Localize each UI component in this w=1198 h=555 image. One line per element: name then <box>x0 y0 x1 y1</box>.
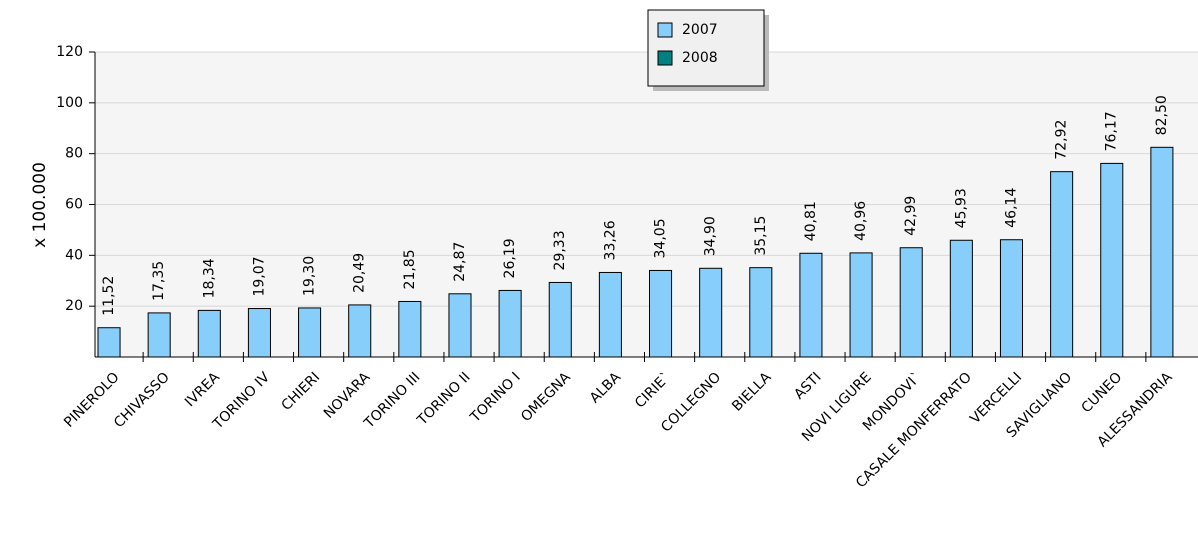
bar <box>649 269 673 358</box>
bar <box>97 327 121 358</box>
x-tick-label: NOVARA <box>321 369 374 422</box>
bar <box>799 252 823 358</box>
value-label: 76,17 <box>1104 111 1120 151</box>
y-tick-label: 40 <box>65 247 83 263</box>
bar <box>548 281 572 358</box>
x-tick-label: TORINO II <box>414 369 474 429</box>
value-label: 46,14 <box>1003 188 1019 228</box>
bar <box>197 309 221 358</box>
x-tick-label: CIRIE` <box>632 369 674 411</box>
value-label: 34,90 <box>703 216 719 256</box>
bar <box>598 271 622 358</box>
y-axis-label: x 100.000 <box>30 162 50 248</box>
y-tick-label: 120 <box>56 44 83 60</box>
value-label: 26,19 <box>502 238 518 278</box>
value-label: 35,15 <box>753 216 769 256</box>
x-tick-label: CUNEO <box>1078 369 1125 416</box>
x-tick-label: OMEGNA <box>518 369 574 425</box>
value-label: 82,50 <box>1154 95 1170 135</box>
y-tick-label: 20 <box>65 298 83 314</box>
bar <box>1050 171 1074 358</box>
bar <box>247 308 271 358</box>
bar <box>1100 162 1124 358</box>
bar <box>899 247 923 358</box>
value-label: 45,93 <box>953 188 969 228</box>
value-label: 40,81 <box>803 201 819 241</box>
value-label: 33,26 <box>602 220 618 260</box>
legend-swatch <box>657 50 673 66</box>
value-label: 72,92 <box>1054 120 1070 160</box>
bar <box>348 304 372 358</box>
value-label: 21,85 <box>402 249 418 289</box>
bar <box>999 239 1024 358</box>
x-tick-label: CHIERI <box>279 369 324 414</box>
bar <box>749 267 773 358</box>
x-tick-label: IVREA <box>182 369 223 410</box>
x-tick-label: ASTI <box>791 369 824 402</box>
value-label: 42,99 <box>903 196 919 236</box>
y-tick-label: 60 <box>65 197 83 213</box>
bar <box>699 267 723 358</box>
bar <box>498 289 522 358</box>
bar <box>448 293 472 358</box>
value-label: 29,33 <box>552 230 568 270</box>
value-label: 40,96 <box>853 201 869 241</box>
value-label: 34,05 <box>653 218 669 258</box>
bar <box>1150 146 1174 358</box>
value-label: 19,07 <box>251 256 267 296</box>
value-label: 24,87 <box>452 242 468 282</box>
bar <box>398 300 422 358</box>
value-label: 18,34 <box>201 258 217 298</box>
legend-label: 2008 <box>682 50 718 66</box>
bar <box>949 239 973 358</box>
x-tick-label: TORINO I <box>467 369 524 426</box>
value-label: 20,49 <box>352 253 368 293</box>
x-tick-label: BIELLA <box>729 369 775 415</box>
legend-swatch <box>657 22 673 38</box>
y-tick-label: 80 <box>65 146 83 162</box>
value-label: 11,52 <box>101 276 117 316</box>
legend-label: 2007 <box>682 22 718 38</box>
value-label: 19,30 <box>302 256 318 296</box>
y-tick-label: 100 <box>56 95 83 111</box>
x-tick-label: ALBA <box>587 369 624 406</box>
bar <box>147 312 171 358</box>
bar <box>849 252 873 358</box>
value-label: 17,35 <box>151 261 167 301</box>
bar <box>298 307 322 358</box>
